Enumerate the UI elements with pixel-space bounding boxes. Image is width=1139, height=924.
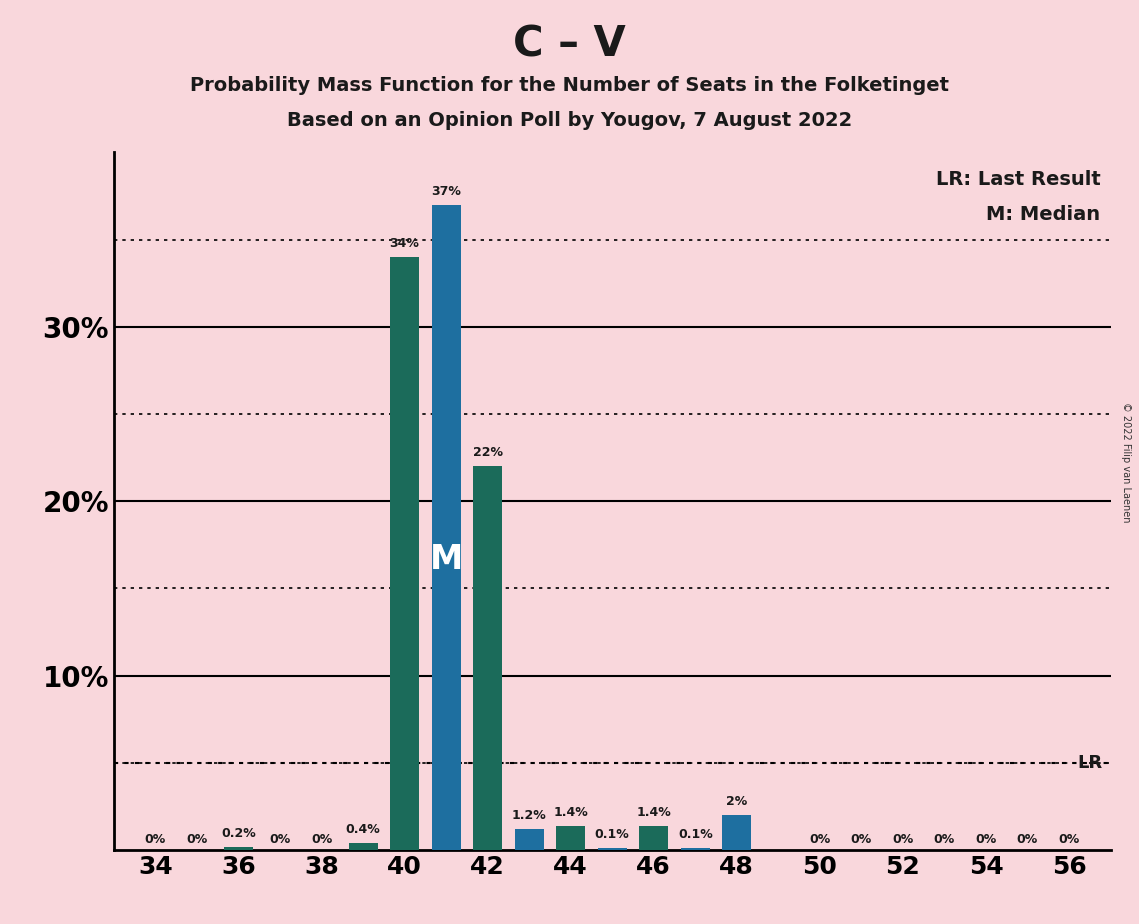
Text: 0%: 0% xyxy=(851,833,872,845)
Text: 2%: 2% xyxy=(727,796,747,808)
Bar xyxy=(349,843,378,850)
Text: 0%: 0% xyxy=(145,833,166,845)
Text: M: M xyxy=(429,543,462,577)
Bar xyxy=(556,826,585,850)
Bar xyxy=(432,205,460,850)
Bar xyxy=(515,829,543,850)
Text: 0%: 0% xyxy=(311,833,333,845)
Text: 22%: 22% xyxy=(473,446,502,459)
Text: 0.1%: 0.1% xyxy=(595,828,630,842)
Bar xyxy=(473,467,502,850)
Bar xyxy=(681,848,710,850)
Text: 0%: 0% xyxy=(892,833,913,845)
Text: 1.4%: 1.4% xyxy=(637,806,671,819)
Text: 0%: 0% xyxy=(1017,833,1038,845)
Text: 0.4%: 0.4% xyxy=(345,823,380,836)
Text: 1.4%: 1.4% xyxy=(554,806,588,819)
Text: 0%: 0% xyxy=(187,833,207,845)
Text: LR: LR xyxy=(1077,754,1103,772)
Text: 37%: 37% xyxy=(432,185,461,198)
Bar xyxy=(639,826,669,850)
Text: 0%: 0% xyxy=(975,833,997,845)
Bar xyxy=(390,257,419,850)
Text: M: Median: M: Median xyxy=(986,205,1100,224)
Text: 34%: 34% xyxy=(390,237,419,250)
Text: 0%: 0% xyxy=(270,833,290,845)
Bar xyxy=(722,815,752,850)
Text: © 2022 Filip van Laenen: © 2022 Filip van Laenen xyxy=(1121,402,1131,522)
Text: 1.2%: 1.2% xyxy=(511,809,547,822)
Text: 0%: 0% xyxy=(934,833,954,845)
Text: LR: Last Result: LR: Last Result xyxy=(936,170,1100,188)
Text: 0.1%: 0.1% xyxy=(678,828,713,842)
Bar xyxy=(598,848,626,850)
Text: 0.2%: 0.2% xyxy=(221,827,256,840)
Text: 0%: 0% xyxy=(1058,833,1080,845)
Bar xyxy=(224,846,253,850)
Text: Probability Mass Function for the Number of Seats in the Folketinget: Probability Mass Function for the Number… xyxy=(190,76,949,95)
Text: 0%: 0% xyxy=(809,833,830,845)
Text: Based on an Opinion Poll by Yougov, 7 August 2022: Based on an Opinion Poll by Yougov, 7 Au… xyxy=(287,111,852,130)
Text: C – V: C – V xyxy=(514,23,625,65)
